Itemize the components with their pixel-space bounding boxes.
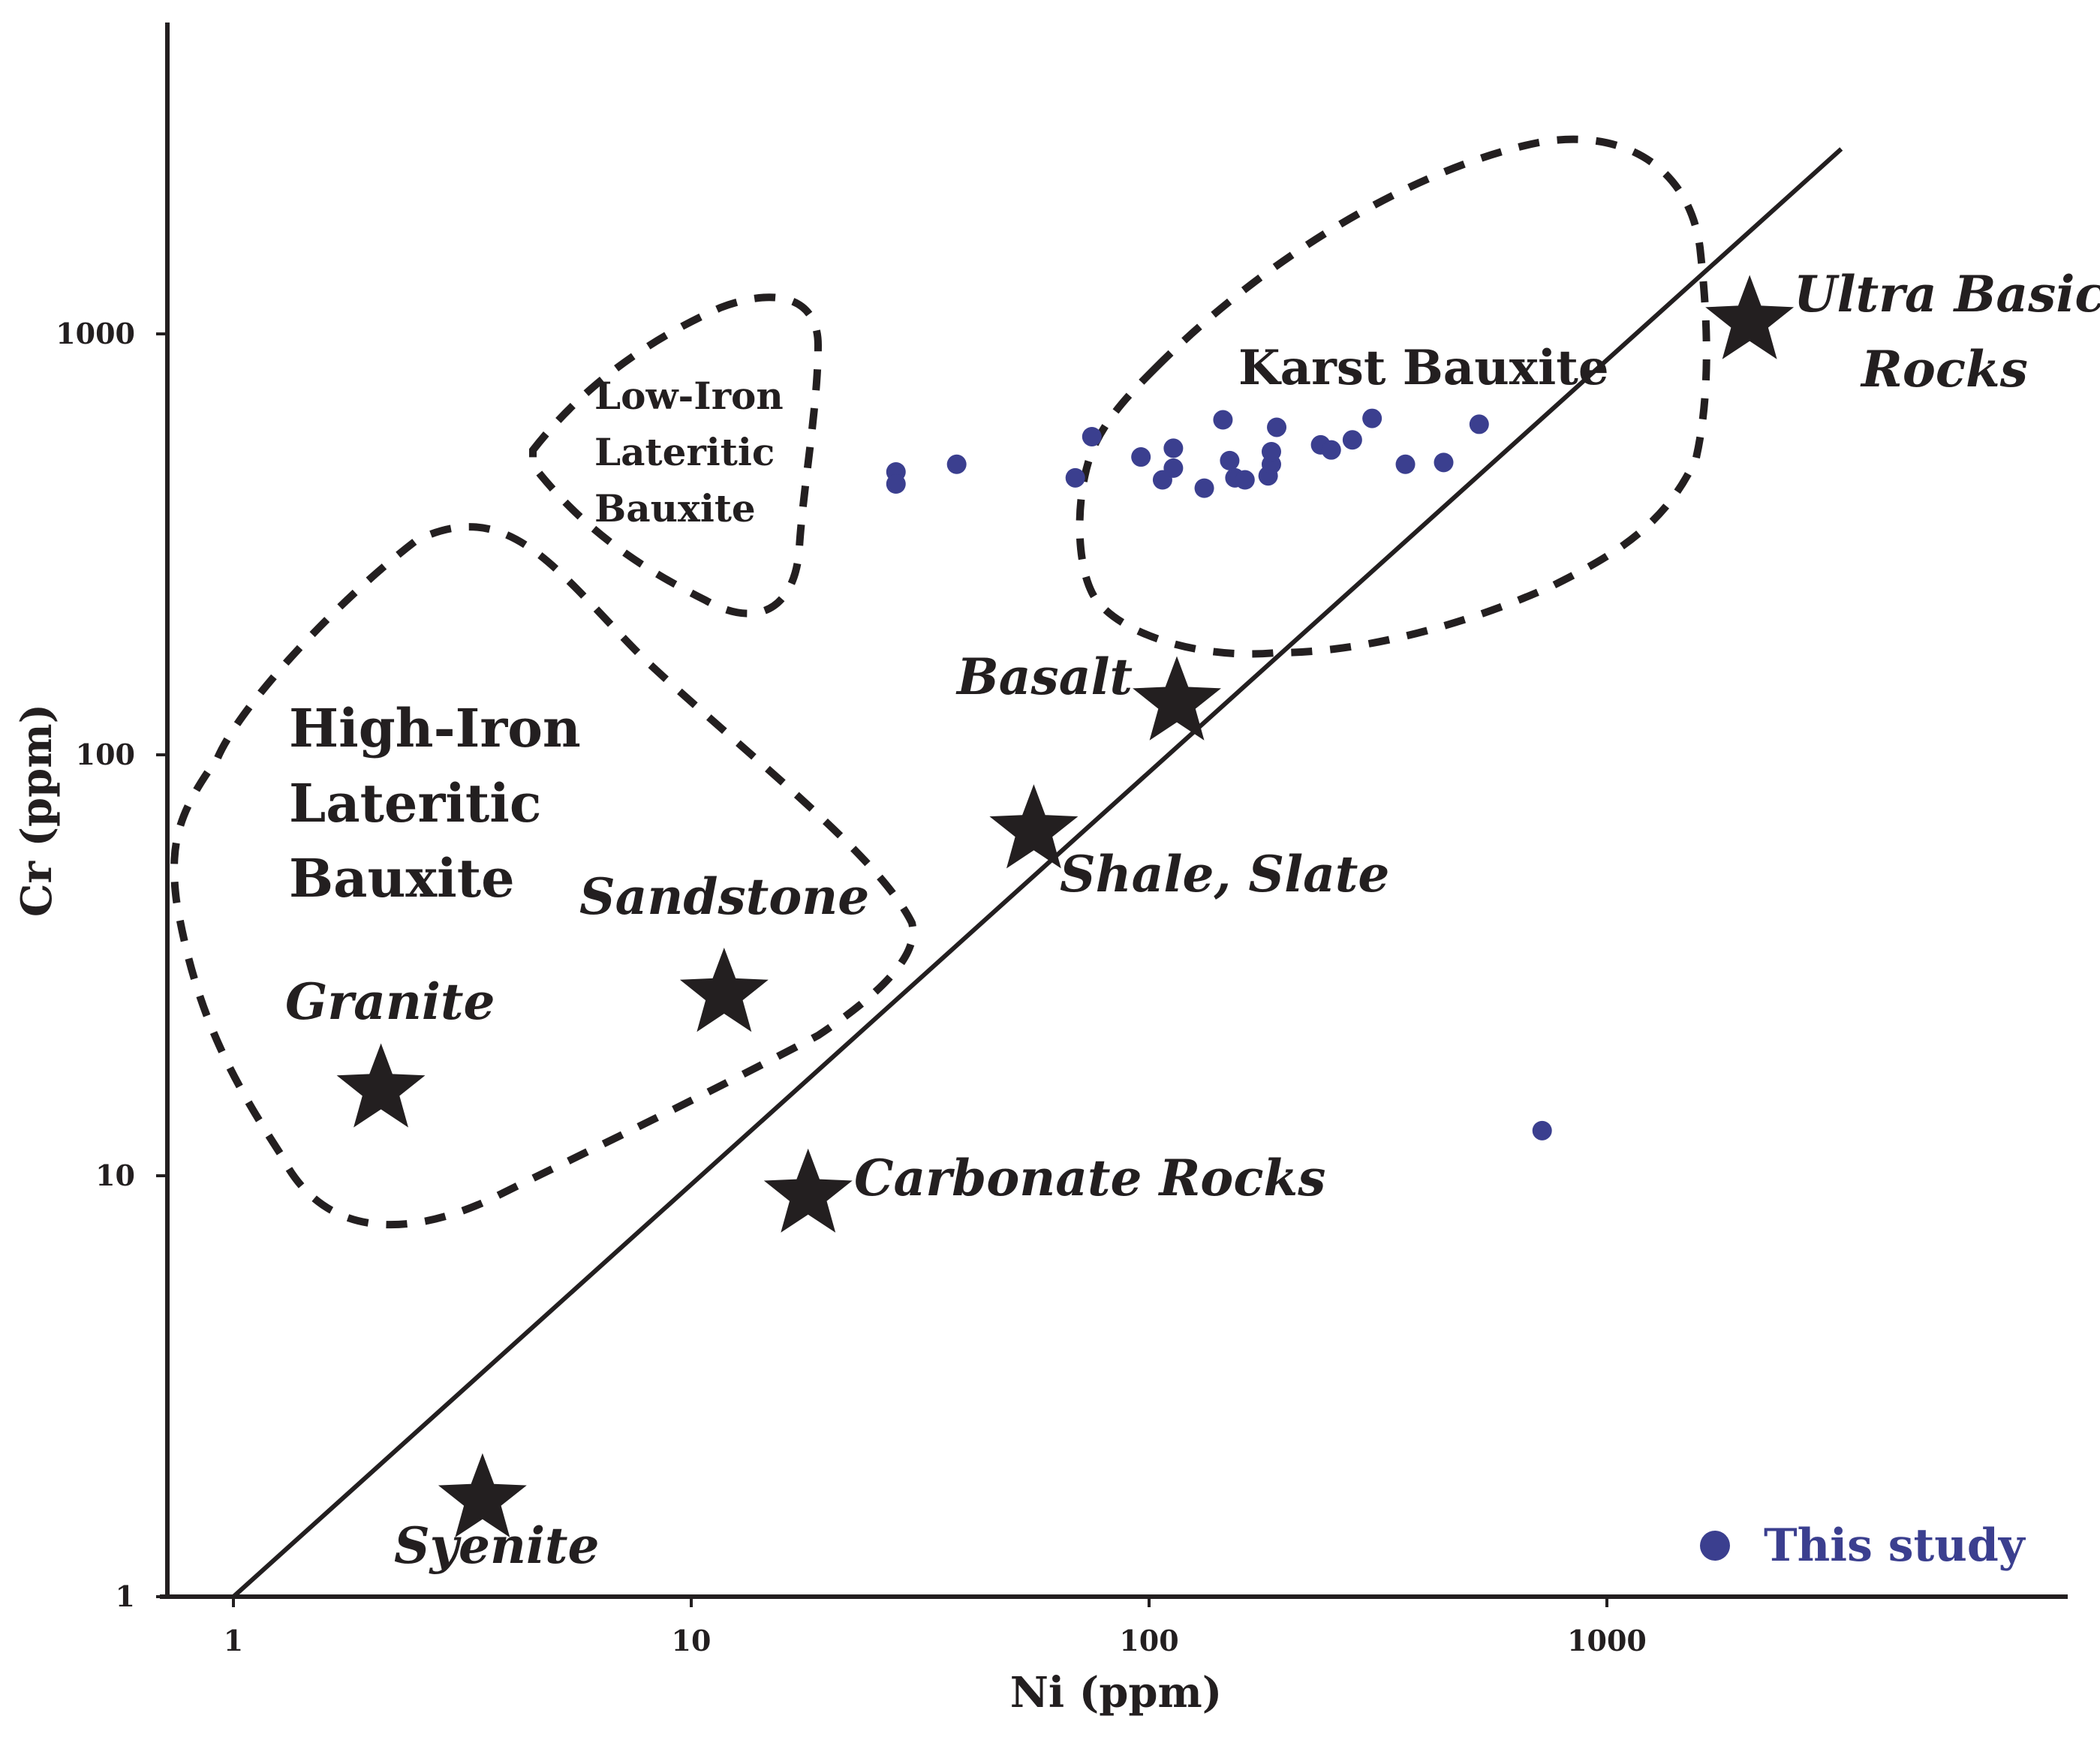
field-label-low-iron-line-2: Lateritic	[594, 430, 775, 474]
star-marker-carbonate-rocks	[763, 1148, 853, 1233]
y-tick-label-2: 100	[76, 738, 135, 771]
rock-label-sandstone: Sandstone	[579, 867, 869, 926]
rock-label-basalt: Basalt	[955, 648, 1133, 706]
x-axis-ticks: 1 10 100 1000	[224, 1597, 1647, 1657]
y-tick-label-3: 1000	[56, 317, 135, 350]
data-point-21	[1362, 408, 1382, 428]
y-axis-title: Cr (ppm)	[12, 704, 62, 917]
field-high-iron-lateritic-bauxite	[170, 523, 917, 1229]
rock-label-granite: Granite	[285, 972, 495, 1031]
star-marker-sandstone	[679, 948, 769, 1032]
data-point-3	[1065, 467, 1085, 488]
data-point-19	[1321, 440, 1341, 460]
data-point-23	[1434, 452, 1454, 473]
star-marker-basalt	[1133, 656, 1221, 741]
reference-rock-markers	[336, 275, 1795, 1537]
y-axis-ticks: 1 10 100 1000	[56, 317, 167, 1613]
data-point-4	[1082, 426, 1102, 446]
rock-label-ultra-basic-line-1: Ultra Basic	[1794, 265, 2100, 323]
data-point-17	[1267, 417, 1287, 437]
data-point-25	[1532, 1120, 1552, 1140]
star-marker-shale-slate	[989, 784, 1079, 869]
rock-label-ultra-basic-line-2: Rocks	[1860, 340, 2028, 398]
data-point-9	[1194, 478, 1214, 498]
field-karst-bauxite	[1076, 135, 1710, 658]
field-low-iron-lateritic-bauxite	[529, 293, 823, 618]
field-label-high-iron-line-2: Lateritic	[289, 772, 541, 834]
reference-line	[231, 147, 1843, 1599]
x-axis-title: Ni (ppm)	[1010, 1668, 1223, 1717]
data-point-20	[1342, 430, 1362, 450]
star-marker-syenite	[438, 1453, 527, 1537]
field-label-low-iron-line-3: Bauxite	[594, 486, 756, 530]
this-study-points	[886, 408, 1552, 1140]
field-label-low-iron-line-1: Low-Iron	[594, 374, 784, 418]
rock-label-shale-slate: Shale, Slate	[1060, 845, 1389, 903]
x-tick-label-0: 1	[224, 1624, 243, 1657]
rock-label-carbonate-rocks: Carbonate Rocks	[854, 1149, 1325, 1207]
field-label-high-iron-line-3: Bauxite	[289, 847, 515, 909]
data-point-1	[886, 474, 906, 494]
y-tick-label-1: 10	[95, 1158, 135, 1192]
legend: This study	[1700, 1519, 2026, 1572]
data-point-16	[1261, 441, 1281, 461]
data-point-8	[1163, 438, 1184, 458]
field-label-karst-line-1: Karst Bauxite	[1238, 340, 1609, 396]
data-point-11	[1220, 450, 1240, 470]
x-tick-label-3: 1000	[1567, 1624, 1647, 1657]
data-point-2	[946, 454, 967, 474]
data-point-10	[1213, 410, 1233, 430]
legend-marker-this-study	[1700, 1531, 1730, 1561]
x-tick-label-1: 10	[672, 1624, 712, 1657]
star-marker-granite	[336, 1043, 426, 1128]
star-marker-ultra-basic	[1705, 275, 1795, 359]
x-tick-label-2: 100	[1119, 1624, 1178, 1657]
data-point-22	[1395, 454, 1416, 474]
legend-label-this-study: This study	[1764, 1519, 2026, 1572]
data-point-24	[1469, 414, 1489, 434]
data-point-7	[1163, 458, 1184, 478]
data-point-5	[1131, 447, 1151, 467]
data-point-13	[1235, 470, 1255, 490]
y-tick-label-0: 1	[116, 1579, 135, 1613]
field-label-high-iron-line-1: High-Iron	[289, 697, 581, 759]
